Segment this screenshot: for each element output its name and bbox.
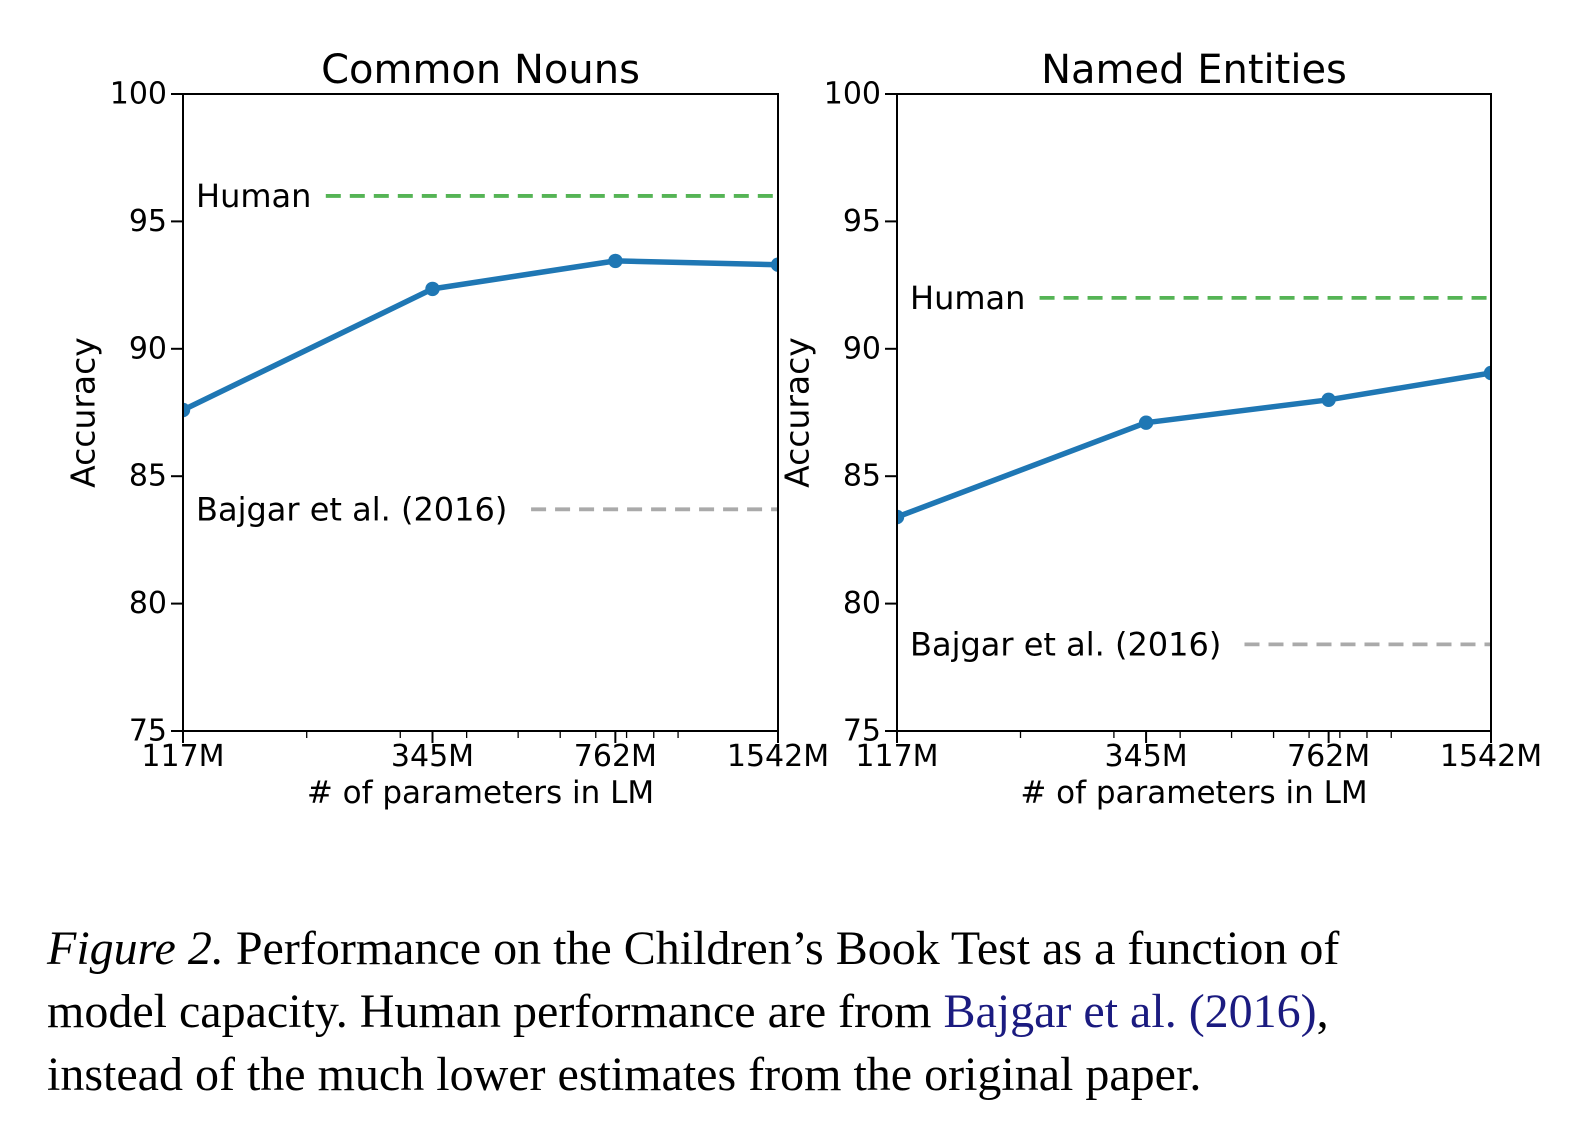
figure-label: Figure 2. bbox=[47, 922, 224, 975]
y-tick-label-85: 85 bbox=[843, 459, 881, 494]
human-annotation: Human bbox=[910, 279, 1025, 317]
data-point-345M bbox=[425, 281, 440, 297]
data-point-345M bbox=[1138, 415, 1154, 430]
y-axis-label: Accuracy bbox=[64, 337, 103, 488]
y-tick-label-90: 90 bbox=[843, 331, 881, 366]
cbt-performance-charts: Human Bajgar et al. (2016) 117M 345M 762M 154… bbox=[64, 47, 1543, 811]
y-tick-label-90: 90 bbox=[129, 331, 167, 366]
data-point-762M bbox=[1321, 392, 1336, 407]
citation-link[interactable]: Bajgar et al. (2016) bbox=[943, 985, 1317, 1038]
x-tick-label-117M: 117M bbox=[141, 739, 224, 774]
caption-line-2: model capacity. Human performance are fr… bbox=[47, 980, 1587, 1043]
caption-line-1: Figure 2. Performance on the Children’s … bbox=[47, 917, 1587, 980]
human-annotation: Human bbox=[196, 177, 311, 215]
chart-title: Common Nouns bbox=[321, 47, 640, 93]
caption-text-2: model capacity. Human performance are fr… bbox=[47, 985, 944, 1038]
data-point-1542M bbox=[770, 257, 778, 272]
y-axis-label: Accuracy bbox=[778, 337, 817, 488]
x-tick-label-345M: 345M bbox=[391, 739, 474, 774]
x-tick-label-762M: 762M bbox=[574, 739, 657, 774]
y-tick-label-80: 80 bbox=[843, 586, 881, 621]
y-tick-label-75: 75 bbox=[843, 714, 881, 749]
x-tick-label-762M: 762M bbox=[1287, 739, 1370, 774]
caption-line-3: instead of the much lower estimates from… bbox=[47, 1043, 1587, 1106]
y-tick-label-80: 80 bbox=[129, 586, 167, 621]
common-nouns-chart: Human Bajgar et al. (2016) 117M 345M 762M 154… bbox=[64, 47, 830, 811]
x-tick-label-117M: 117M bbox=[855, 739, 938, 774]
model-accuracy-line bbox=[183, 258, 778, 413]
data-point-117M bbox=[897, 509, 905, 525]
data-point-1542M bbox=[1483, 365, 1491, 381]
x-tick-label-345M: 345M bbox=[1105, 739, 1188, 774]
chart-title: Named Entities bbox=[1041, 47, 1347, 93]
bajgar-et-al-2016-annotation: Bajgar et al. (2016) bbox=[910, 625, 1221, 663]
x-axis-label: # of parameters in LM bbox=[1020, 775, 1367, 811]
plot-border bbox=[182, 93, 779, 732]
x-tick-label-1542M: 1542M bbox=[727, 739, 829, 774]
named-entities-chart: Human Bajgar et al. (2016) 117M 345M 762M 154… bbox=[778, 47, 1543, 811]
y-tick-label-85: 85 bbox=[129, 459, 167, 494]
x-tick-label-1542M: 1542M bbox=[1440, 739, 1542, 774]
figure-caption: Figure 2. Performance on the Children’s … bbox=[47, 917, 1587, 1106]
model-accuracy-line bbox=[897, 370, 1491, 520]
caption-text-1: Performance on the Children’s Book Test … bbox=[223, 922, 1340, 975]
y-tick-label-95: 95 bbox=[843, 204, 881, 239]
caption-text-4: instead of the much lower estimates from… bbox=[47, 1048, 1202, 1101]
data-point-117M bbox=[183, 402, 191, 418]
data-point-762M bbox=[608, 253, 623, 269]
y-tick-label-95: 95 bbox=[129, 204, 167, 239]
plot-border bbox=[896, 93, 1492, 732]
caption-text-3: , bbox=[1316, 985, 1329, 1038]
bajgar-et-al-2016-annotation: Bajgar et al. (2016) bbox=[196, 490, 507, 528]
x-axis-label: # of parameters in LM bbox=[307, 775, 654, 811]
y-tick-label-100: 100 bbox=[110, 77, 167, 112]
y-tick-label-75: 75 bbox=[129, 714, 167, 749]
y-tick-label-100: 100 bbox=[824, 77, 881, 112]
